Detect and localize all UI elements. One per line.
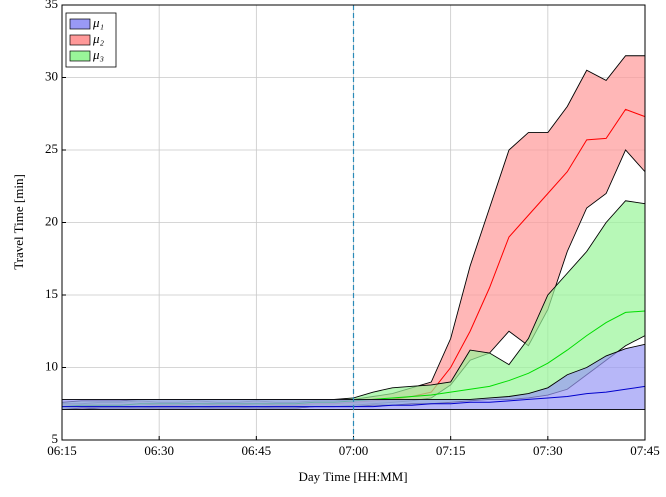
x-tick-label: 07:15 xyxy=(436,443,466,458)
x-tick-label: 07:45 xyxy=(630,443,660,458)
band-area xyxy=(62,55,645,410)
legend-label: μ₃ xyxy=(92,47,104,62)
y-axis-label: Travel Time [min] xyxy=(11,174,26,270)
y-tick-label: 30 xyxy=(45,68,58,83)
x-tick-label: 07:30 xyxy=(533,443,563,458)
y-tick-label: 5 xyxy=(52,431,59,446)
y-tick-label: 10 xyxy=(45,358,58,373)
legend-swatch xyxy=(69,34,91,46)
legend-swatch xyxy=(69,50,91,62)
y-tick-label: 25 xyxy=(45,141,58,156)
plot-frame xyxy=(61,4,646,441)
band-area xyxy=(62,344,645,410)
x-tick-label: 07:00 xyxy=(339,443,369,458)
x-axis-label: Day Time [HH:MM] xyxy=(298,469,407,484)
y-tick-label: 15 xyxy=(45,286,58,301)
x-tick-label: 06:15 xyxy=(47,443,77,458)
y-tick-label: 20 xyxy=(45,213,58,228)
legend-swatch xyxy=(69,18,91,30)
y-tick-label: 35 xyxy=(45,0,58,11)
x-tick-label: 06:30 xyxy=(144,443,174,458)
legend-label: μ₂ xyxy=(92,31,105,46)
legend-label: μ₁ xyxy=(92,15,104,30)
x-tick-label: 06:45 xyxy=(242,443,272,458)
